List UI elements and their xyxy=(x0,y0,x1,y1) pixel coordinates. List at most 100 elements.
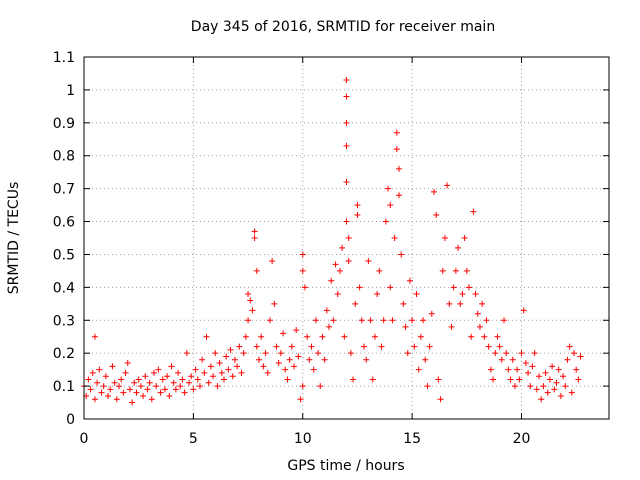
data-point xyxy=(100,383,107,390)
data-point xyxy=(350,376,357,383)
data-point xyxy=(413,290,420,297)
grid-lines xyxy=(84,57,609,419)
data-point xyxy=(459,290,466,297)
data-point xyxy=(260,363,267,370)
data-point xyxy=(328,277,335,284)
data-point xyxy=(105,392,112,399)
data-point xyxy=(144,386,151,393)
data-point xyxy=(396,192,402,199)
y-tick-label: 0.3 xyxy=(53,313,75,329)
data-point xyxy=(319,333,326,340)
y-tick-label: 0.7 xyxy=(53,182,75,198)
data-point xyxy=(396,165,402,172)
data-point xyxy=(89,369,96,376)
data-point xyxy=(343,142,350,149)
data-point xyxy=(133,389,140,396)
data-point xyxy=(439,267,446,274)
data-point xyxy=(529,363,536,370)
data-point xyxy=(310,366,317,373)
data-point xyxy=(164,373,171,380)
data-point xyxy=(498,356,505,363)
data-point xyxy=(562,383,569,390)
data-point xyxy=(391,235,398,241)
data-point xyxy=(98,389,105,396)
plot-frame xyxy=(83,56,610,420)
data-point xyxy=(540,383,547,390)
data-point xyxy=(356,284,363,291)
data-point xyxy=(522,360,529,367)
data-point xyxy=(347,350,354,357)
data-point xyxy=(317,383,324,390)
data-point xyxy=(91,396,98,403)
data-point xyxy=(275,360,282,367)
y-tick-label: 0.6 xyxy=(53,215,75,231)
data-point xyxy=(514,366,521,373)
data-point xyxy=(472,290,479,297)
data-point xyxy=(212,350,219,357)
data-point xyxy=(533,386,540,393)
data-point xyxy=(153,383,160,390)
data-point xyxy=(256,356,262,363)
data-point xyxy=(186,379,192,386)
data-point xyxy=(343,77,350,84)
data-point xyxy=(216,360,223,367)
data-point xyxy=(369,376,376,383)
y-tick-label: 0.8 xyxy=(53,149,75,165)
data-point xyxy=(140,392,147,399)
data-point xyxy=(374,290,381,297)
data-point xyxy=(142,373,149,380)
data-point xyxy=(577,353,584,360)
data-point xyxy=(113,396,120,403)
data-point xyxy=(269,258,276,265)
data-point xyxy=(96,366,103,373)
data-point xyxy=(492,350,499,357)
data-point xyxy=(402,323,409,330)
data-point xyxy=(223,353,230,360)
data-point xyxy=(406,277,413,284)
data-point xyxy=(339,244,346,251)
data-point xyxy=(299,267,306,274)
data-point xyxy=(227,346,234,353)
data-point xyxy=(481,333,488,340)
data-point xyxy=(234,363,241,370)
data-point xyxy=(343,179,350,186)
data-point xyxy=(426,343,433,350)
data-point xyxy=(277,350,284,357)
data-point xyxy=(393,146,400,153)
data-point xyxy=(457,300,464,307)
data-point xyxy=(330,317,337,324)
data-point xyxy=(455,244,462,251)
data-point xyxy=(437,396,444,403)
data-point xyxy=(218,369,225,376)
y-tick-label: 0.5 xyxy=(53,247,75,263)
data-point xyxy=(527,383,534,390)
data-point xyxy=(544,389,551,396)
data-point xyxy=(205,379,212,386)
data-point xyxy=(345,235,352,241)
data-point xyxy=(284,376,291,383)
data-point xyxy=(129,399,136,406)
data-point xyxy=(450,284,457,291)
data-point xyxy=(231,356,238,363)
data-point xyxy=(282,366,289,373)
data-point xyxy=(516,376,523,383)
data-point xyxy=(315,350,322,357)
data-point xyxy=(323,307,330,314)
data-point xyxy=(312,317,319,324)
data-point xyxy=(525,369,532,376)
data-point xyxy=(511,383,518,390)
data-point xyxy=(446,300,453,307)
data-point xyxy=(91,333,98,340)
data-point xyxy=(181,389,188,396)
data-point xyxy=(575,376,582,383)
data-point xyxy=(120,389,127,396)
data-point xyxy=(341,333,348,340)
data-point xyxy=(485,343,492,350)
data-point xyxy=(431,188,437,195)
data-point xyxy=(507,376,514,383)
data-point xyxy=(266,317,273,324)
data-point xyxy=(546,376,553,383)
data-point xyxy=(148,396,155,403)
data-point xyxy=(560,373,567,380)
data-point xyxy=(557,392,564,399)
